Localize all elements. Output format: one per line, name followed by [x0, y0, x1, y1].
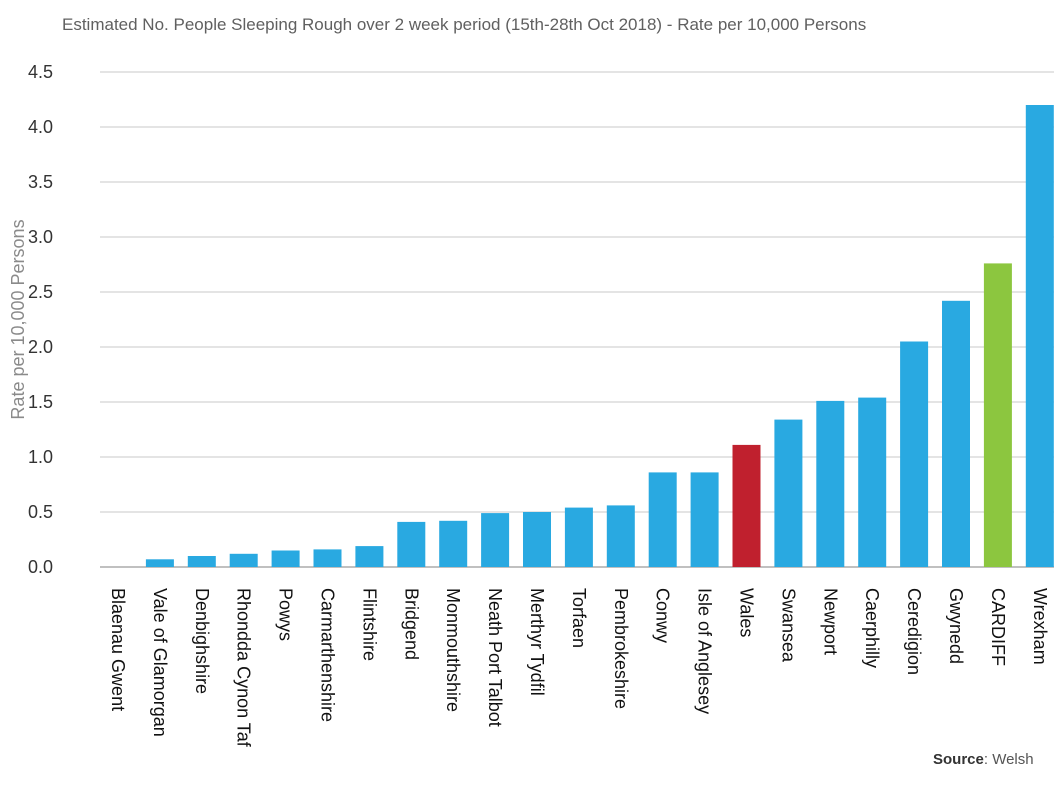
- y-tick-label: 1.0: [28, 447, 53, 467]
- x-tick-label: Flintshire: [359, 588, 379, 661]
- y-tick-label: 0.5: [28, 502, 53, 522]
- bar: [523, 512, 551, 567]
- x-tick-label: CARDIFF: [988, 588, 1008, 666]
- bar: [983, 263, 1012, 567]
- x-tick-label: Merthyr Tydfil: [527, 588, 547, 696]
- bar: [690, 472, 719, 567]
- source-note: Source: Welsh: [933, 751, 1034, 768]
- x-tick-label: Pembrokeshire: [611, 588, 631, 709]
- y-tick-label: 3.0: [28, 227, 53, 247]
- x-tick-label: Wrexham: [1030, 588, 1050, 665]
- y-tick-label: 0.0: [28, 557, 53, 577]
- bar: [145, 559, 174, 567]
- x-tick-label: Conwy: [653, 588, 673, 643]
- x-tick-label: Bridgend: [401, 588, 421, 660]
- gridlines: [100, 71, 1054, 568]
- y-axis-ticks: 0.0 0.5 1.0 1.5 2.0 2.5 3.0 3.5 4.0 4.5: [28, 62, 53, 577]
- bar: [774, 419, 803, 567]
- x-tick-label: Neath Port Talbot: [485, 588, 505, 727]
- x-tick-label: Denbighshire: [192, 588, 212, 694]
- x-tick-label: Blaenau Gwent: [108, 588, 128, 711]
- bar: [313, 549, 342, 567]
- source-label: Source: [933, 751, 984, 768]
- x-tick-label: Powys: [276, 588, 296, 641]
- chart-title: Estimated No. People Sleeping Rough over…: [62, 15, 866, 34]
- y-axis-label: Rate per 10,000 Persons: [8, 219, 28, 419]
- x-tick-label: Gwynedd: [946, 588, 966, 664]
- bar: [648, 472, 677, 567]
- bar: [355, 546, 384, 567]
- x-tick-label: Isle of Anglesey: [695, 588, 715, 714]
- x-tick-label: Wales: [737, 588, 757, 637]
- x-tick-label: Rhondda Cynon Taf: [234, 588, 254, 748]
- y-tick-label: 2.5: [28, 282, 53, 302]
- bar: [564, 507, 593, 567]
- x-tick-label: Newport: [820, 588, 840, 655]
- bar: [858, 397, 887, 567]
- y-tick-label: 4.0: [28, 117, 53, 137]
- bar: [229, 553, 258, 567]
- x-tick-label: Carmarthenshire: [318, 588, 338, 722]
- x-axis-ticks: Blaenau Gwent Vale of Glamorgan Denbighshi…: [108, 588, 1050, 748]
- x-tick-label: Caerphilly: [862, 588, 882, 668]
- bar: [439, 520, 468, 567]
- bar: [900, 341, 929, 567]
- x-tick-label: Monmouthshire: [443, 588, 463, 712]
- bar: [271, 550, 300, 567]
- x-tick-label: Swansea: [778, 588, 798, 663]
- bar: [1025, 105, 1054, 567]
- x-tick-label: Ceredigion: [904, 588, 924, 675]
- bar: [942, 300, 970, 567]
- x-tick-label: Vale of Glamorgan: [150, 588, 170, 737]
- y-tick-label: 1.5: [28, 392, 53, 412]
- y-tick-label: 3.5: [28, 172, 53, 192]
- bar: [481, 513, 510, 567]
- bar: [187, 556, 216, 567]
- y-tick-label: 4.5: [28, 62, 53, 82]
- x-tick-label: Torfaen: [569, 588, 589, 648]
- y-tick-label: 2.0: [28, 337, 53, 357]
- source-text: : Welsh: [984, 751, 1034, 768]
- bar: [732, 444, 761, 567]
- bars: [145, 105, 1054, 567]
- bar: [397, 521, 426, 567]
- bar: [606, 505, 635, 567]
- bar: [816, 400, 845, 567]
